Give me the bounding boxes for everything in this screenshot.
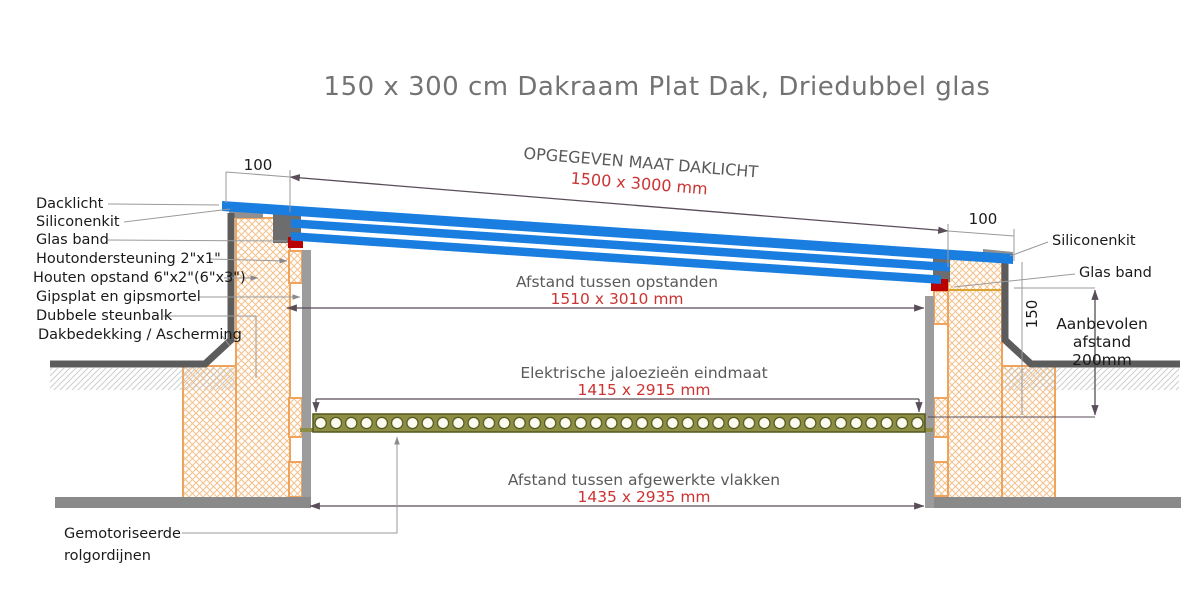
callout-dacklicht: Dacklicht bbox=[36, 196, 104, 212]
leader-glasband-left bbox=[106, 239, 288, 242]
callout-siliconenkit-left: Siliconenkit bbox=[36, 214, 120, 230]
callout-aanbevolen: Aanbevolen afstand 200mm bbox=[1056, 315, 1148, 369]
callout-dakbedekking: Dakbedekking / Ascherming bbox=[38, 327, 242, 343]
leader-glasband-right bbox=[953, 273, 1076, 288]
triple-glazing bbox=[222, 201, 1013, 284]
left-upstand-post bbox=[235, 217, 291, 501]
leader-siliconenkit-left bbox=[123, 208, 231, 223]
callout-houten-opstand: Houten opstand 6"x2"(6"x3") bbox=[33, 270, 246, 286]
left-ceiling bbox=[55, 497, 311, 508]
right-upstand-post bbox=[947, 255, 1003, 501]
leader-houtondersteuning bbox=[208, 258, 288, 264]
dim-100-left bbox=[225, 171, 291, 178]
plaster-and-ceiling bbox=[55, 250, 1181, 508]
roof-insulation-left bbox=[50, 368, 236, 390]
roller-blind bbox=[312, 413, 926, 433]
dim-100-right bbox=[947, 230, 1015, 237]
leader-rolgordijnen bbox=[182, 436, 400, 534]
callout-glasband-right: Glas band bbox=[1079, 265, 1152, 281]
callout-gipsplat: Gipsplat en gipsmortel bbox=[36, 289, 201, 305]
right-plasterboard bbox=[925, 296, 934, 508]
dim-vlakken-label: Afstand tussen afgewerkte vlakken bbox=[507, 471, 781, 489]
leader-lines bbox=[106, 203, 1076, 534]
leader-siliconenkit-right bbox=[1009, 241, 1049, 257]
dim-100-right-label: 100 bbox=[968, 210, 998, 228]
dim-100-left-label: 100 bbox=[243, 156, 273, 174]
left-plasterboard bbox=[302, 250, 311, 508]
callout-steunbalk: Dubbele steunbalk bbox=[36, 308, 173, 324]
page-title: 150 x 300 cm Dakraam Plat Dak, Driedubbe… bbox=[323, 72, 991, 102]
dim-text-opstanden: Afstand tussen opstanden 1510 x 3010 mm bbox=[317, 274, 917, 308]
left-glas-band bbox=[288, 237, 303, 248]
callout-siliconenkit-right: Siliconenkit bbox=[1052, 233, 1136, 249]
dimension-lines bbox=[286, 174, 1099, 510]
dim-jaloezieen-value: 1415 x 2915 mm bbox=[577, 381, 711, 399]
dim-150-label: 150 bbox=[1023, 299, 1041, 329]
leader-dakbedekking bbox=[221, 335, 231, 347]
membrane-right bbox=[1001, 259, 1180, 368]
dim-text-jaloezieen: Elektrische jaloezieën eindmaat 1415 x 2… bbox=[344, 365, 944, 399]
dim-vlakken-value: 1435 x 2935 mm bbox=[577, 488, 711, 506]
right-wood-support bbox=[933, 290, 949, 325]
glass-pane-bottom bbox=[291, 232, 941, 284]
blinds-bar bbox=[300, 413, 933, 433]
roof-membrane bbox=[50, 213, 1180, 368]
dim-jaloezieen-label: Elektrische jaloezieën eindmaat bbox=[520, 364, 768, 382]
callout-glasband-left: Glas band bbox=[36, 232, 109, 248]
roof-insulation-right bbox=[1005, 368, 1179, 390]
dim-opstanden-value: 1510 x 3010 mm bbox=[550, 290, 684, 308]
leader-dacklicht bbox=[107, 203, 220, 206]
dim-text-vlakken: Afstand tussen afgewerkte vlakken 1435 x… bbox=[344, 472, 944, 506]
right-upstand-timber bbox=[933, 255, 1056, 501]
extension-lines bbox=[225, 170, 1095, 415]
membrane-left bbox=[50, 213, 235, 368]
callout-rolgordijnen: Gemotoriseerde rolgordijnen bbox=[64, 526, 181, 564]
dim-daklicht bbox=[289, 174, 949, 234]
left-wood-support bbox=[288, 250, 303, 284]
callout-houtondersteuning: Houtondersteuning 2"x1" bbox=[36, 251, 221, 267]
dim-opstanden-label: Afstand tussen opstanden bbox=[515, 273, 719, 291]
right-ceiling bbox=[934, 497, 1181, 508]
leader-steunbalk bbox=[163, 315, 257, 378]
